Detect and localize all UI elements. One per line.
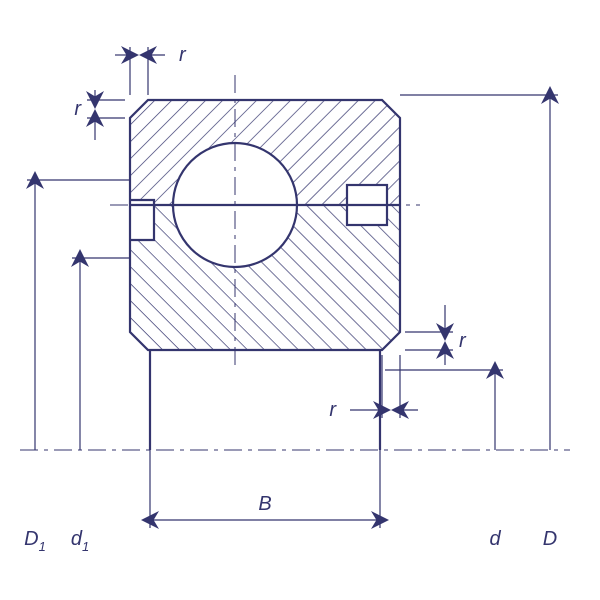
label-d1: d1 xyxy=(71,528,89,554)
label-r-tl2: r xyxy=(74,98,82,120)
label-D: D xyxy=(543,528,557,550)
label-r-tl: r xyxy=(179,44,187,66)
label-D1: D1 xyxy=(24,528,46,554)
label-r-br2: r xyxy=(459,330,467,352)
label-r-br: r xyxy=(329,399,337,421)
label-B: B xyxy=(258,493,271,515)
label-d: d xyxy=(489,528,501,550)
